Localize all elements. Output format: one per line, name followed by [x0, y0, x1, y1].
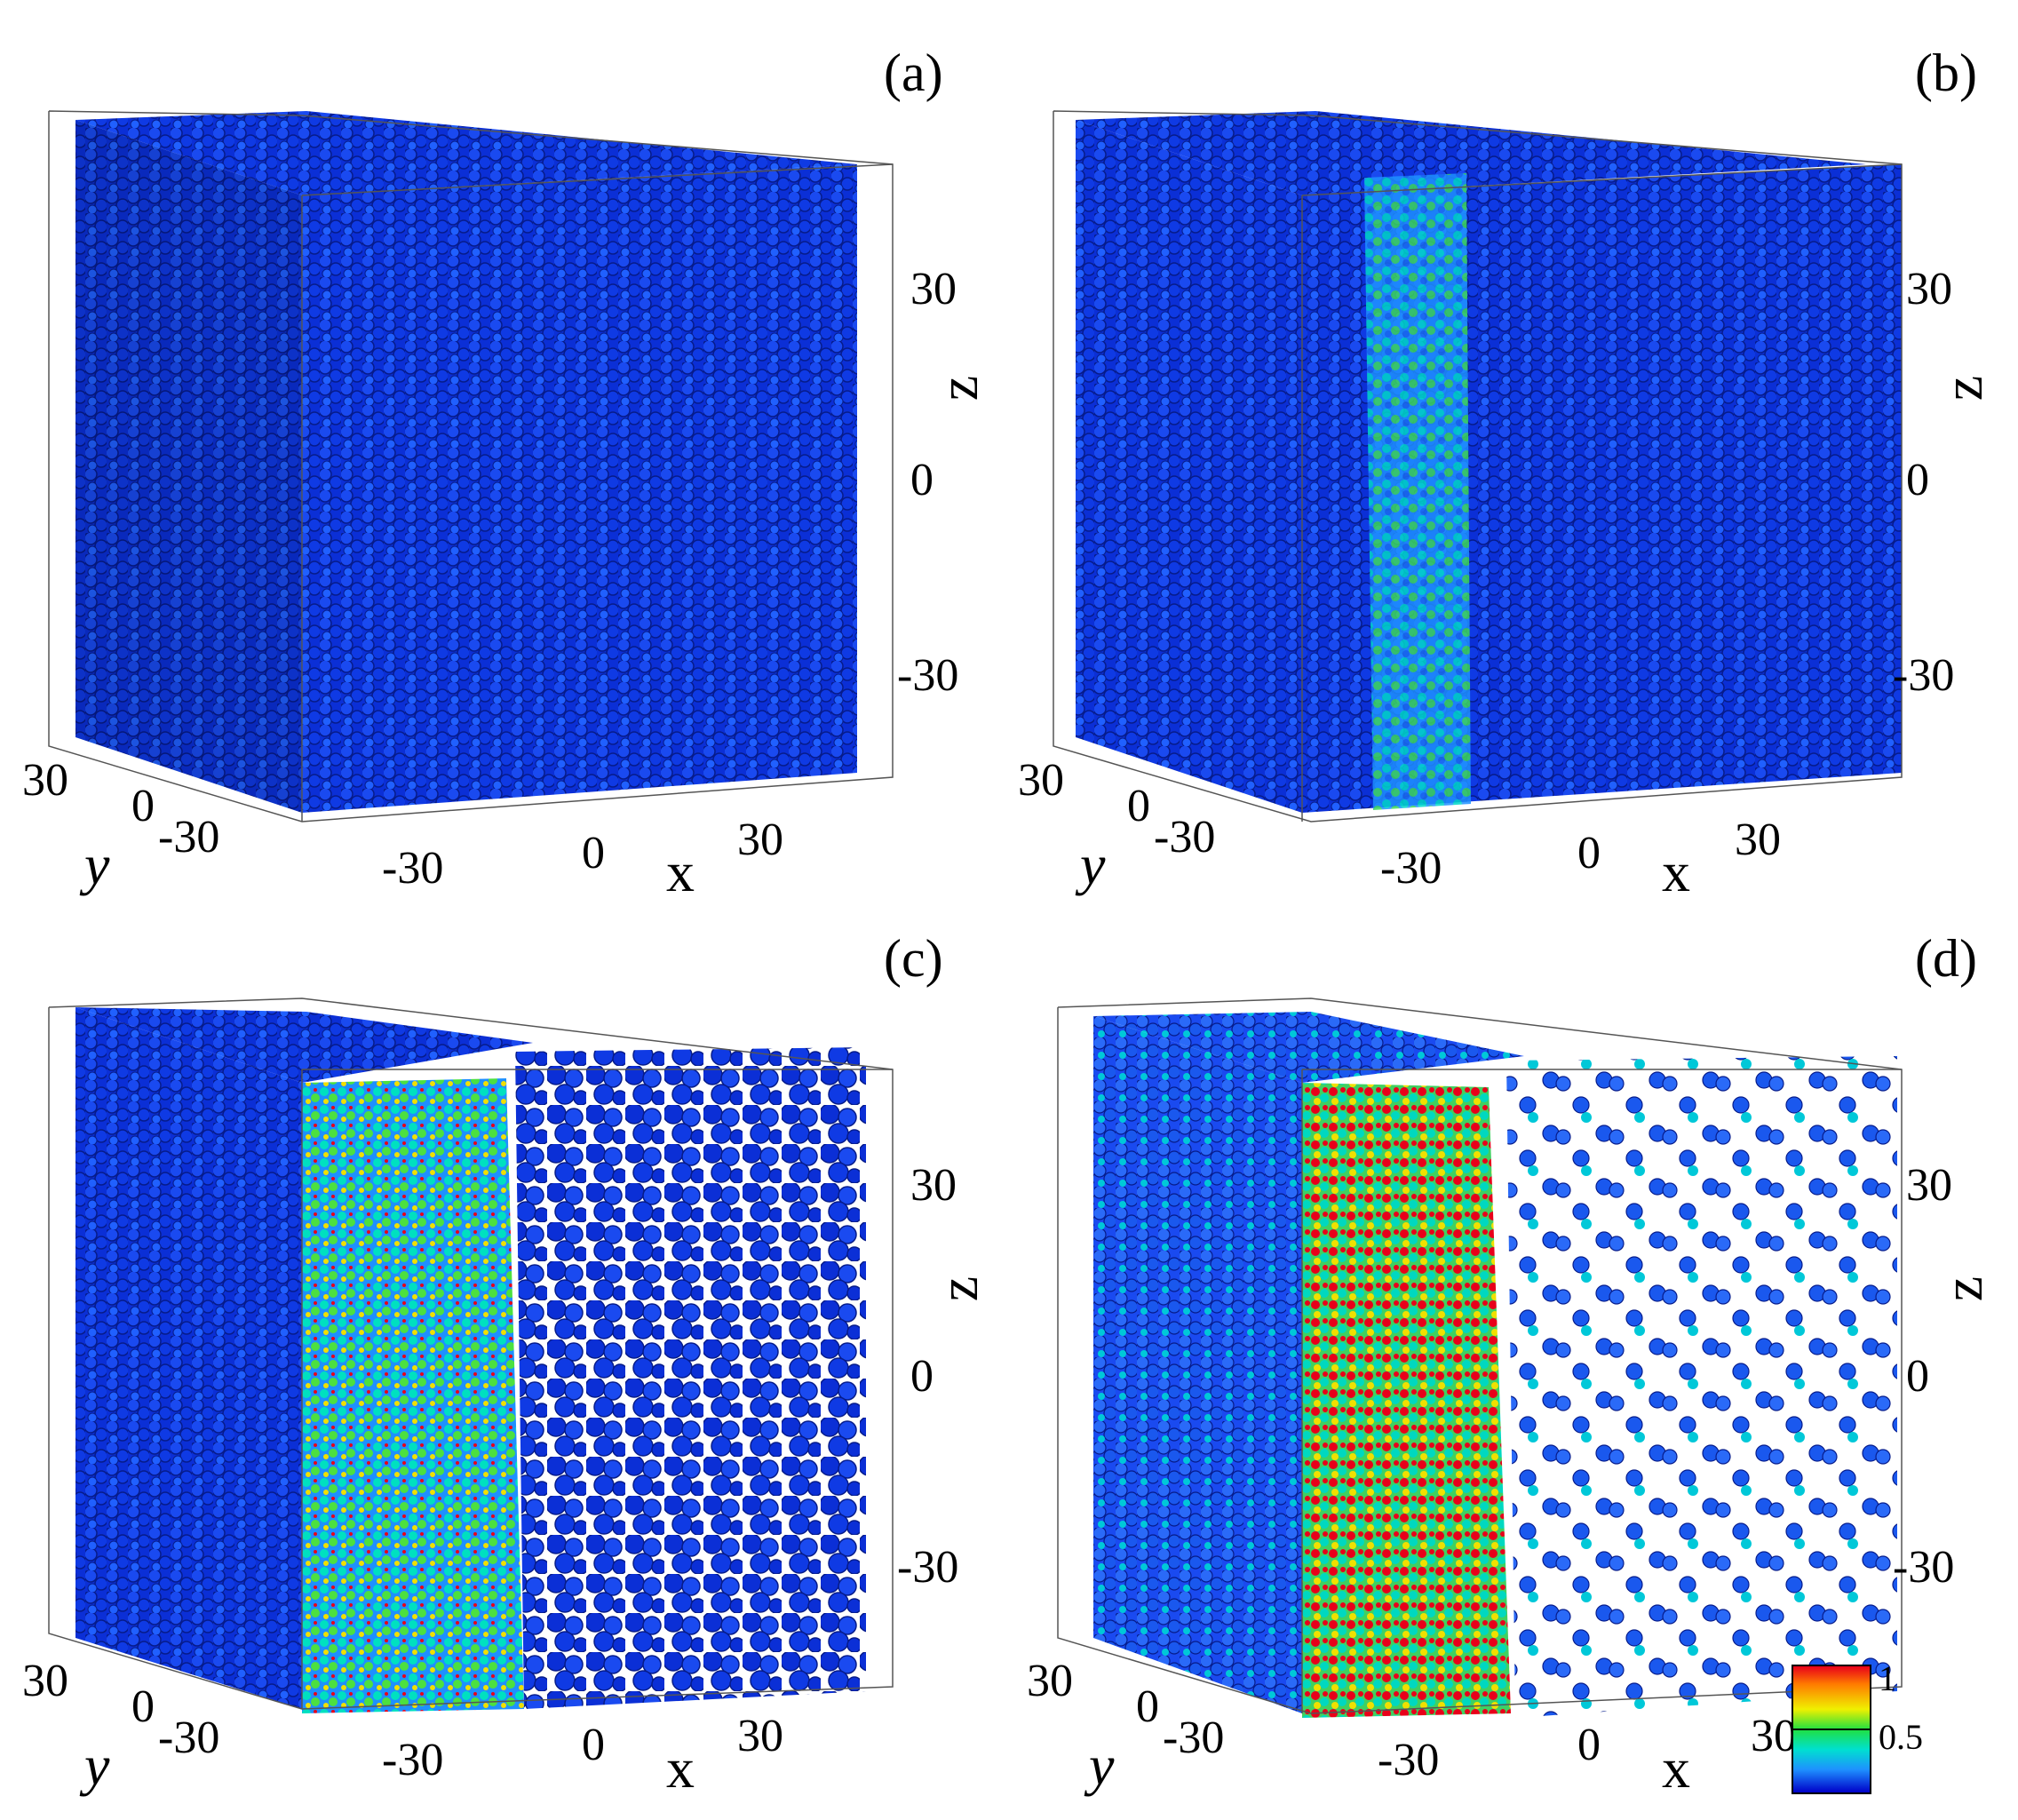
z-tick: 0 [1906, 1351, 1929, 1402]
z-tick: 0 [1906, 455, 1929, 505]
x-tick: 30 [737, 1711, 783, 1761]
particle-render-d [1057, 997, 1903, 1718]
x-tick: -30 [1378, 1735, 1440, 1785]
x-tick: 0 [582, 828, 605, 878]
z-tick: -30 [1893, 650, 1955, 701]
colorbar-tick-max: 1 [1879, 1658, 1896, 1698]
box-front-face [302, 164, 857, 813]
y-tick: 0 [131, 781, 155, 831]
z-tick: 30 [910, 264, 957, 314]
z-tick: 30 [1906, 1160, 1952, 1211]
box-shadow [75, 120, 302, 813]
x-axis-label: x [666, 840, 695, 903]
x-axis-label: x [1662, 840, 1690, 903]
y-tick: -30 [1154, 812, 1216, 862]
panel-b: (b) 30 0 -30 z 30 0 -30 y -30 0 30 x [1009, 0, 2018, 910]
y-tick: 0 [1127, 781, 1150, 831]
panel-label: (c) [884, 929, 943, 988]
x-axis-label: x [1662, 1737, 1690, 1800]
colorbar-mid-line [1793, 1729, 1870, 1730]
x-tick: 30 [1751, 1711, 1797, 1761]
y-tick: 0 [131, 1681, 155, 1732]
box-top-face [75, 111, 857, 195]
z-tick: -30 [1893, 1542, 1955, 1593]
x-tick: -30 [1380, 843, 1442, 894]
x-axis-label: x [666, 1737, 695, 1800]
y-tick: 30 [1027, 1656, 1073, 1706]
panel-label: (a) [884, 44, 943, 102]
particle-render-b [1053, 110, 1903, 823]
x-tick: -30 [382, 1735, 444, 1785]
panel-c: (c) 30 0 -30 z 30 0 -30 y -30 0 30 x [0, 910, 1009, 1819]
sparse-region [1506, 1056, 1897, 1718]
z-tick: 0 [910, 1351, 934, 1402]
panel-a: (a) 30 0 -30 z 30 0 -30 y -30 0 30 x [0, 0, 1009, 910]
particle-render-a [48, 110, 894, 823]
z-axis-label: z [926, 375, 990, 401]
panel-label: (b) [1915, 44, 1977, 102]
z-tick: -30 [897, 650, 959, 701]
y-axis-label: y [1089, 1734, 1115, 1797]
x-tick: 0 [1577, 1720, 1601, 1770]
colorbar-tick-mid: 0.5 [1879, 1717, 1923, 1757]
y-axis-label: y [84, 833, 110, 896]
y-tick: 30 [22, 1656, 68, 1706]
x-tick: 30 [1735, 815, 1781, 865]
y-tick: -30 [158, 1713, 220, 1763]
y-axis-label: y [1080, 833, 1106, 896]
z-tick: 30 [1906, 264, 1952, 314]
x-tick: 0 [582, 1720, 605, 1770]
colorbar [1792, 1665, 1871, 1794]
y-tick: 30 [1018, 755, 1064, 806]
z-axis-label: z [1931, 375, 1995, 401]
z-tick: -30 [897, 1542, 959, 1593]
box-left-face [75, 120, 302, 813]
z-tick: 30 [910, 1160, 957, 1211]
y-tick: 0 [1136, 1681, 1159, 1732]
z-tick: 0 [910, 455, 934, 505]
y-axis-label: y [84, 1734, 110, 1797]
y-tick: 30 [22, 755, 68, 806]
z-axis-label: z [1931, 1276, 1995, 1302]
shear-band [1364, 173, 1471, 810]
sparse-region [515, 1047, 866, 1709]
bounding-box [48, 110, 894, 823]
y-tick: -30 [158, 812, 220, 862]
z-axis-label: z [926, 1276, 990, 1302]
x-tick: 30 [737, 815, 783, 865]
y-tick: -30 [1163, 1713, 1225, 1763]
panel-d: (d) 30 0 -30 z 30 0 -30 y -30 0 30 x [1009, 910, 2018, 1819]
x-tick: -30 [382, 843, 444, 894]
panel-label: (d) [1915, 929, 1977, 988]
particle-render-c [48, 997, 894, 1713]
x-tick: 0 [1577, 828, 1601, 878]
